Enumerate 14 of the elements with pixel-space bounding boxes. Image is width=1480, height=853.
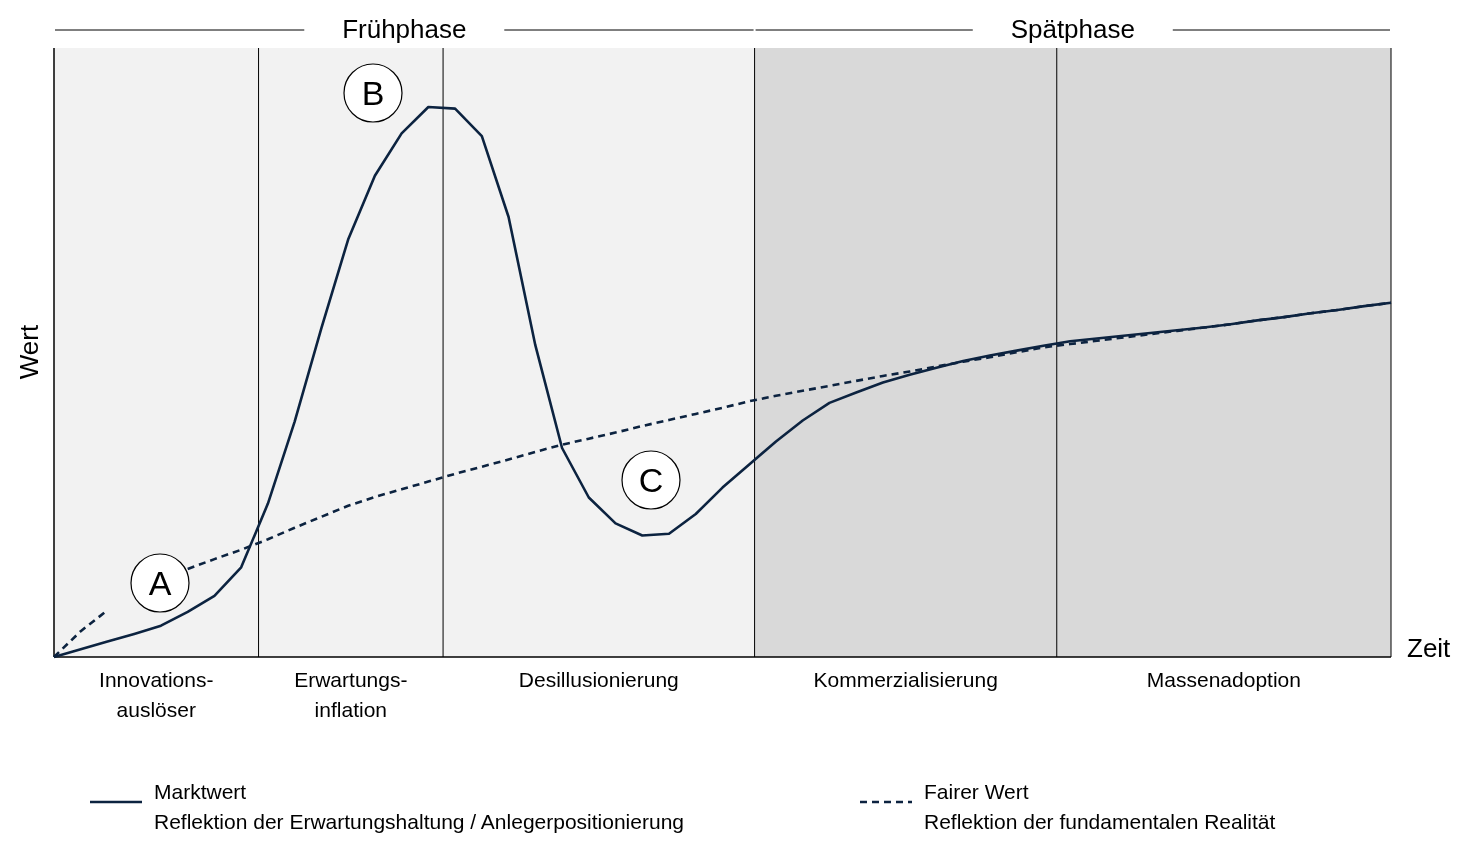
legend-label: Fairer Wert Reflektion der fundamentalen Realität xyxy=(924,780,1276,833)
legend-label: Marktwert Reflektion der Erwartungshaltung / Anlegerpositionierung xyxy=(154,780,684,833)
text: Innovations- auslöser xyxy=(99,668,214,721)
text: Erwartungs- inflation xyxy=(294,668,408,721)
text: Kommerzialisierung xyxy=(813,668,998,691)
text: Frühphase xyxy=(342,14,467,44)
annotation: A xyxy=(148,564,172,602)
y-axis-title: Wert xyxy=(14,324,44,380)
text: Massenadoption xyxy=(1146,668,1301,691)
annotation: B xyxy=(361,74,385,112)
annotation: C xyxy=(638,461,664,499)
text: Spätphase xyxy=(1010,14,1135,44)
x-axis-title: Zeit xyxy=(1407,633,1452,663)
text: Desillusionierung xyxy=(518,668,679,691)
